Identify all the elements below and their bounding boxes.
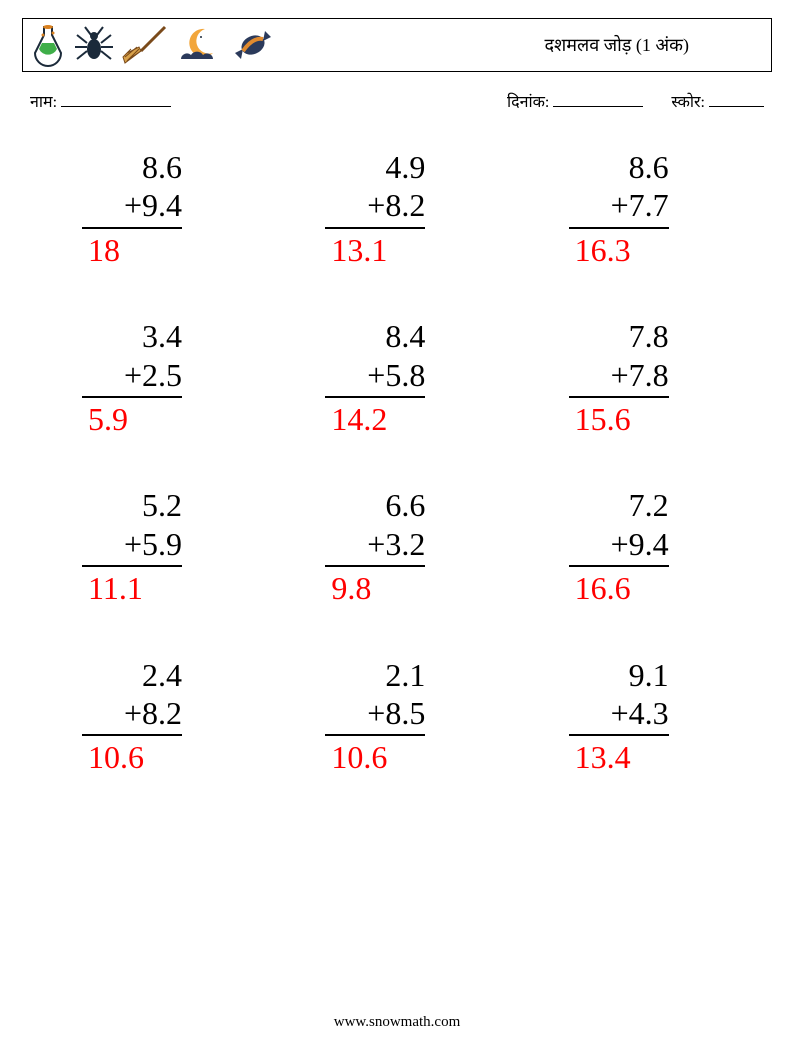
icon-strip xyxy=(29,23,277,67)
problem-top: 8.6 xyxy=(569,148,669,186)
score-label: स्कोर: xyxy=(671,94,705,111)
problem-answer: 13.4 xyxy=(569,736,669,776)
problem-answer: 18 xyxy=(82,229,182,269)
problem-bottom: +8.2 xyxy=(325,186,425,228)
problem-top: 5.2 xyxy=(82,486,182,524)
problem-top: 2.4 xyxy=(82,656,182,694)
problem: 2.1+8.510.6 xyxy=(295,656,498,777)
problem-answer: 13.1 xyxy=(325,229,425,269)
worksheet-title: दशमलव जोड़ (1 अंक) xyxy=(545,33,760,57)
problem: 5.2+5.911.1 xyxy=(52,486,255,607)
potion-icon xyxy=(29,23,67,67)
problem-bottom: +2.5 xyxy=(82,356,182,398)
name-field: नाम: xyxy=(30,90,171,112)
problem: 4.9+8.213.1 xyxy=(295,148,498,269)
broom-icon xyxy=(121,23,169,67)
header-bar: दशमलव जोड़ (1 अंक) xyxy=(22,18,772,72)
problem-bottom: +4.3 xyxy=(569,694,669,736)
problem: 7.2+9.416.6 xyxy=(539,486,742,607)
moon-cloud-icon xyxy=(175,23,223,67)
problem-answer: 10.6 xyxy=(325,736,425,776)
problem-bottom: +7.7 xyxy=(569,186,669,228)
problem-top: 9.1 xyxy=(569,656,669,694)
problem-bottom: +7.8 xyxy=(569,356,669,398)
problem-bottom: +5.9 xyxy=(82,525,182,567)
name-blank[interactable] xyxy=(61,93,171,107)
problem-top: 2.1 xyxy=(325,656,425,694)
spider-icon xyxy=(73,23,115,67)
problem-top: 7.8 xyxy=(569,317,669,355)
problem: 8.6+9.418 xyxy=(52,148,255,269)
candy-icon xyxy=(229,23,277,67)
problem-bottom: +8.2 xyxy=(82,694,182,736)
problem: 8.6+7.716.3 xyxy=(539,148,742,269)
footer-url: www.snowmath.com xyxy=(0,1014,794,1031)
problem-answer: 16.6 xyxy=(569,567,669,607)
problem-answer: 16.3 xyxy=(569,229,669,269)
problem-answer: 15.6 xyxy=(569,398,669,438)
problem-bottom: +9.4 xyxy=(569,525,669,567)
problem-bottom: +5.8 xyxy=(325,356,425,398)
problem: 6.6+3.29.8 xyxy=(295,486,498,607)
problem-top: 8.6 xyxy=(82,148,182,186)
problems-grid: 8.6+9.4184.9+8.213.18.6+7.716.33.4+2.55.… xyxy=(52,148,742,777)
score-field: स्कोर: xyxy=(671,90,764,112)
date-field: दिनांक: xyxy=(507,90,643,112)
problem-bottom: +3.2 xyxy=(325,525,425,567)
problem-answer: 5.9 xyxy=(82,398,182,438)
date-blank[interactable] xyxy=(553,93,643,107)
problem-answer: 10.6 xyxy=(82,736,182,776)
date-label: दिनांक: xyxy=(507,94,549,111)
worksheet-page: दशमलव जोड़ (1 अंक) नाम: दिनांक: स्कोर: 8… xyxy=(0,0,794,1053)
problem-top: 6.6 xyxy=(325,486,425,524)
problem-top: 8.4 xyxy=(325,317,425,355)
score-blank[interactable] xyxy=(709,93,764,107)
problem: 7.8+7.815.6 xyxy=(539,317,742,438)
name-label: नाम: xyxy=(30,94,57,111)
problem: 2.4+8.210.6 xyxy=(52,656,255,777)
problem: 3.4+2.55.9 xyxy=(52,317,255,438)
problem-answer: 9.8 xyxy=(325,567,425,607)
problem-top: 3.4 xyxy=(82,317,182,355)
problem-answer: 11.1 xyxy=(82,567,182,607)
problem-bottom: +9.4 xyxy=(82,186,182,228)
problem-top: 4.9 xyxy=(325,148,425,186)
problem: 9.1+4.313.4 xyxy=(539,656,742,777)
problem-top: 7.2 xyxy=(569,486,669,524)
problem-answer: 14.2 xyxy=(325,398,425,438)
problem: 8.4+5.814.2 xyxy=(295,317,498,438)
meta-row: नाम: दिनांक: स्कोर: xyxy=(30,90,764,112)
problem-bottom: +8.5 xyxy=(325,694,425,736)
